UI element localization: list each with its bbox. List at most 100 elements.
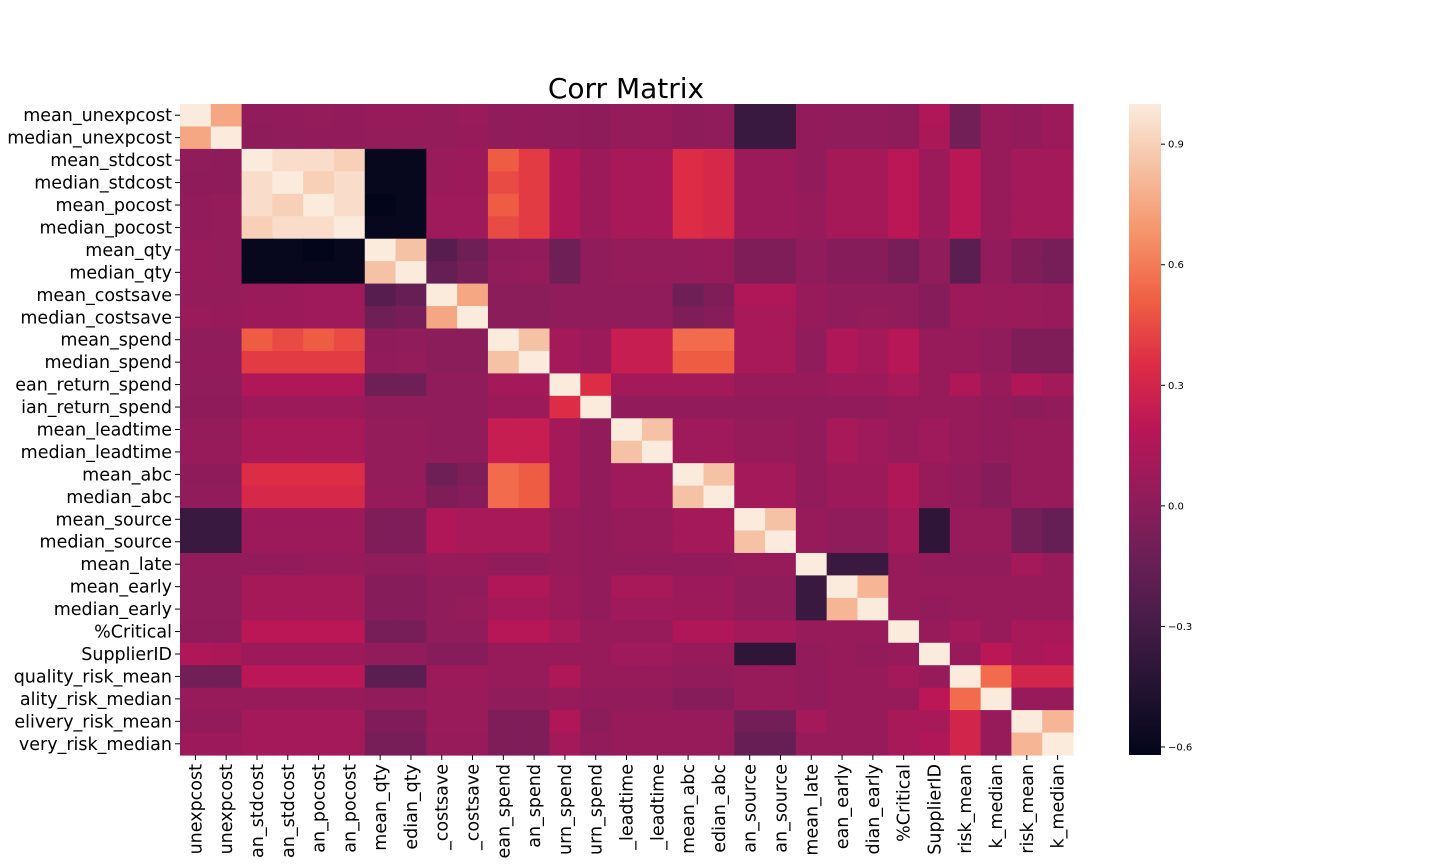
heatmap-cell — [611, 261, 643, 285]
heatmap-cell — [703, 148, 735, 172]
heatmap-cell — [672, 463, 705, 487]
x-tick-label: %Critical — [895, 764, 915, 842]
heatmap-cell — [364, 575, 397, 599]
heatmap-cell — [395, 193, 427, 217]
heatmap-cell — [272, 148, 304, 172]
y-tick-label: median_unexpcost — [7, 129, 172, 149]
heatmap-cell — [487, 665, 520, 689]
heatmap-cell — [241, 193, 273, 217]
heatmap-cell — [980, 261, 1013, 285]
x-tick-label: an_stdcost — [248, 764, 268, 858]
heatmap-cell — [919, 395, 951, 419]
heatmap-cell — [795, 687, 828, 711]
heatmap-cell — [1042, 620, 1074, 644]
heatmap-cell — [518, 238, 551, 262]
heatmap-cell — [518, 373, 551, 397]
heatmap-cell — [395, 710, 427, 734]
heatmap-cell — [364, 687, 397, 711]
heatmap-cell — [1042, 418, 1074, 442]
heatmap-cell — [949, 104, 982, 128]
heatmap-cell — [919, 620, 951, 644]
heatmap-cell — [518, 148, 551, 172]
heatmap-cell — [795, 373, 828, 397]
y-tick-label: median_spend — [44, 353, 172, 373]
heatmap-cell — [641, 575, 674, 599]
heatmap-cell — [333, 665, 366, 689]
heatmap-cell — [888, 530, 920, 554]
heatmap-cell — [765, 508, 797, 532]
heatmap-cell — [826, 126, 859, 150]
heatmap-cell — [457, 530, 489, 554]
heatmap-cell — [888, 552, 920, 577]
heatmap-cell — [1011, 261, 1043, 285]
heatmap-cell — [765, 530, 797, 554]
heatmap-cell — [765, 687, 797, 711]
heatmap-cell — [765, 306, 797, 330]
heatmap-cell — [857, 597, 889, 621]
heatmap-cell — [241, 732, 273, 756]
heatmap-cell — [672, 350, 705, 374]
heatmap-cell — [949, 552, 982, 577]
heatmap-cell — [795, 350, 828, 374]
heatmap-cell — [888, 687, 920, 711]
heatmap-cell — [765, 597, 797, 621]
heatmap-cell — [426, 687, 458, 711]
heatmap-cell — [241, 508, 273, 532]
heatmap-cell — [580, 171, 612, 195]
heatmap-cell — [672, 687, 705, 711]
heatmap-cell — [364, 216, 397, 240]
heatmap-cell — [333, 395, 366, 419]
heatmap-cell — [980, 530, 1013, 554]
heatmap-cell — [641, 597, 674, 621]
heatmap-cell — [1011, 575, 1043, 599]
heatmap-cell — [1011, 193, 1043, 217]
heatmap-cell — [487, 104, 520, 128]
y-tick-label: median_costsave — [20, 308, 172, 328]
heatmap-cell — [272, 104, 304, 128]
heatmap-cell — [765, 193, 797, 217]
heatmap-cell — [888, 171, 920, 195]
heatmap-cell — [518, 306, 551, 330]
heatmap-cell — [826, 463, 859, 487]
heatmap-cell — [549, 440, 581, 464]
heatmap-cell — [826, 261, 859, 285]
heatmap-cell — [672, 552, 705, 577]
heatmap-cell — [1011, 126, 1043, 150]
heatmap-cell — [1011, 687, 1043, 711]
heatmap-cell — [765, 328, 797, 352]
x-tick-label: ean_spend — [494, 764, 514, 859]
heatmap-cell — [549, 373, 581, 397]
heatmap-cell — [857, 148, 889, 172]
heatmap-cell — [272, 216, 304, 240]
heatmap-cell — [641, 732, 674, 756]
heatmap-cell — [333, 148, 366, 172]
heatmap-cell — [1042, 395, 1074, 419]
heatmap-cell — [980, 418, 1013, 442]
heatmap-cell — [734, 418, 766, 442]
heatmap-cell — [426, 373, 458, 397]
heatmap-cell — [580, 126, 612, 150]
heatmap-cell — [672, 418, 705, 442]
heatmap-cell — [888, 306, 920, 330]
heatmap-cell — [580, 193, 612, 217]
heatmap-cell — [364, 418, 397, 442]
heatmap-cell — [333, 552, 366, 577]
heatmap-cell — [1011, 552, 1043, 577]
heatmap-cell — [765, 126, 797, 150]
heatmap-cell — [765, 104, 797, 128]
heatmap-cell — [734, 350, 766, 374]
heatmap-cell — [641, 710, 674, 734]
heatmap-cell — [826, 530, 859, 554]
heatmap-cell — [949, 395, 982, 419]
heatmap-cell — [888, 104, 920, 128]
heatmap-cell — [180, 687, 212, 711]
heatmap-cell — [333, 620, 366, 644]
heatmap-cell — [888, 193, 920, 217]
heatmap-cell — [888, 261, 920, 285]
heatmap-cell — [487, 732, 520, 756]
heatmap-cell — [919, 642, 951, 666]
heatmap-cell — [857, 328, 889, 352]
heatmap-cell — [1011, 283, 1043, 307]
heatmap-cell — [518, 193, 551, 217]
heatmap-cell — [1042, 171, 1074, 195]
